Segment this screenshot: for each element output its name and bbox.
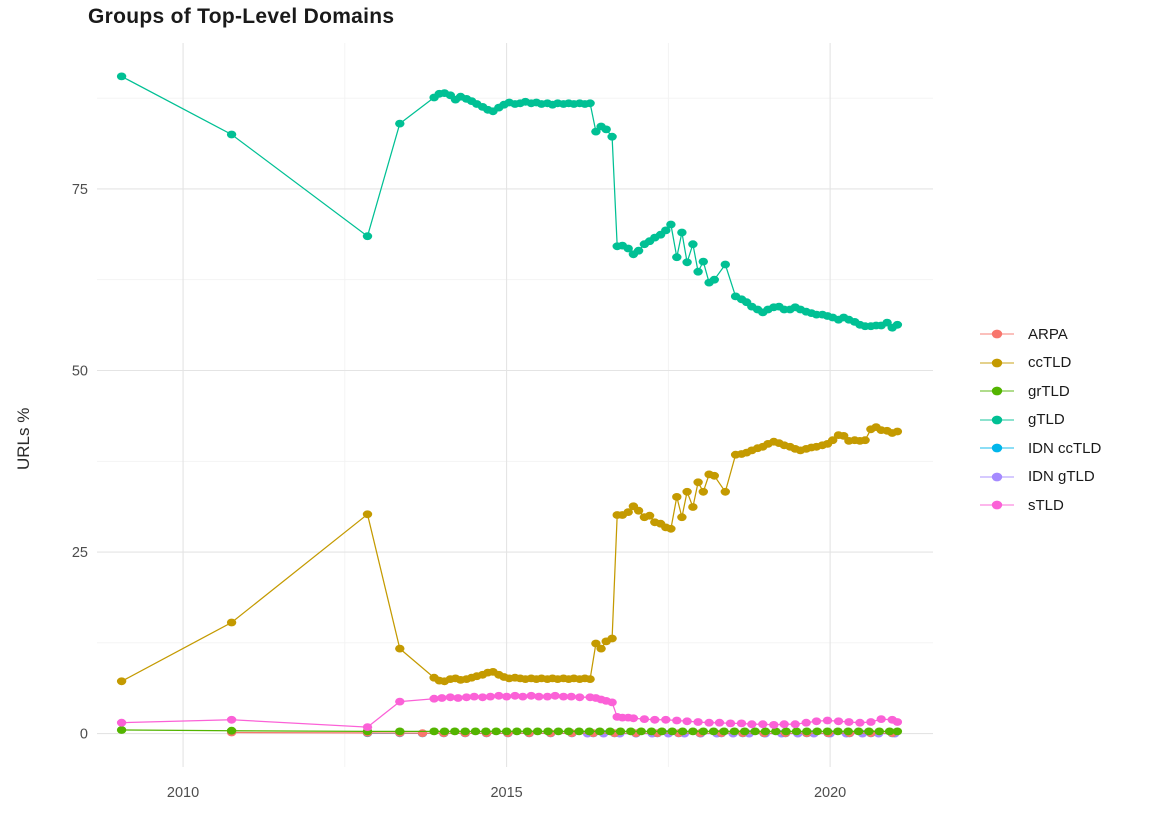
x-tick-label: 2010 xyxy=(167,785,199,801)
legend-key-icon xyxy=(980,358,1014,368)
legend-item-arpa: ARPA xyxy=(980,320,1101,349)
legend-label: grTLD xyxy=(1028,382,1070,400)
legend-item-idn-gtld: IDN gTLD xyxy=(980,463,1101,492)
legend-key-icon xyxy=(980,500,1014,510)
legend-item-gtld: gTLD xyxy=(980,406,1101,435)
legend-label: sTLD xyxy=(1028,496,1064,514)
x-tick-label: 2015 xyxy=(490,785,522,801)
y-tick-label: 25 xyxy=(72,545,88,561)
legend-label: ccTLD xyxy=(1028,354,1072,372)
axis-tick-labels: 0 25 50 75 2010 2015 2020 xyxy=(72,182,846,801)
legend-key-icon xyxy=(980,386,1014,396)
chart-title: Groups of Top-Level Domains xyxy=(88,5,395,28)
legend-item-stld: sTLD xyxy=(980,491,1101,520)
y-tick-label: 0 xyxy=(80,727,88,743)
legend-key-icon xyxy=(980,415,1014,425)
x-tick-label: 2020 xyxy=(814,785,846,801)
legend: ARPA ccTLD grTLD gTLD IDN ccTLD IDN gTLD sTLD xyxy=(980,320,1101,520)
legend-item-grtld: grTLD xyxy=(980,377,1101,406)
series-gtld xyxy=(116,72,903,332)
y-axis-label: URLs % xyxy=(14,407,33,470)
legend-label: ARPA xyxy=(1028,325,1068,343)
legend-label: gTLD xyxy=(1028,411,1065,429)
legend-label: IDN ccTLD xyxy=(1028,439,1102,457)
legend-key-icon xyxy=(980,443,1014,453)
legend-item-cctld: ccTLD xyxy=(980,349,1101,378)
y-tick-label: 50 xyxy=(72,364,88,380)
grid-minor xyxy=(97,43,933,767)
legend-item-idn-cctld: IDN ccTLD xyxy=(980,434,1101,463)
legend-key-icon xyxy=(980,472,1014,482)
grid-major xyxy=(97,43,933,767)
series-cctld xyxy=(116,423,903,686)
y-tick-label: 75 xyxy=(72,182,88,198)
legend-key-icon xyxy=(980,329,1014,339)
legend-label: IDN gTLD xyxy=(1028,468,1095,486)
series-grtld xyxy=(116,726,903,736)
series-stld xyxy=(116,691,903,731)
